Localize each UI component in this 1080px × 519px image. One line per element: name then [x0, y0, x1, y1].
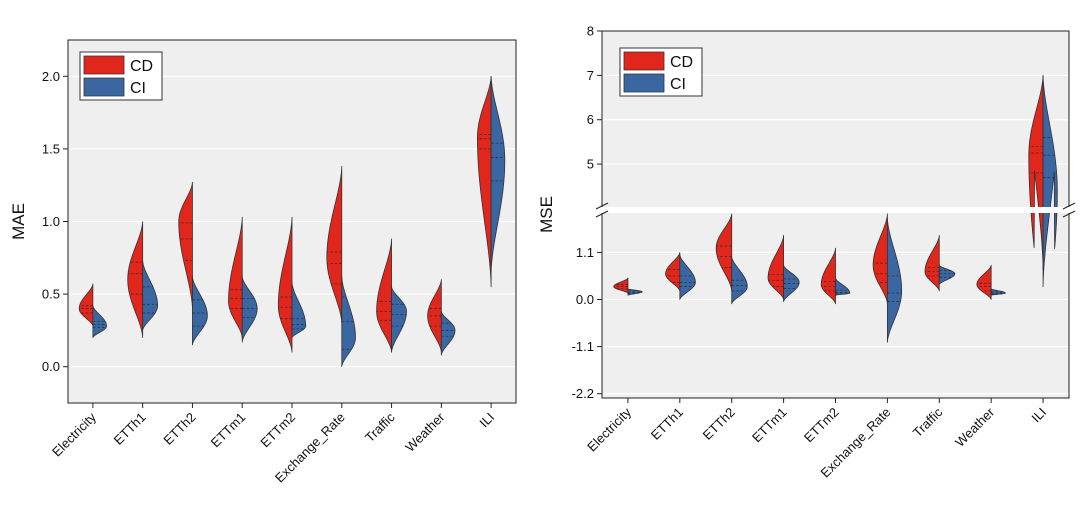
y-axis-title: MAE	[9, 203, 28, 240]
y-tick-label: 0.5	[42, 287, 60, 302]
violin-ci-ettm1	[783, 264, 800, 303]
y-tick-label: 8	[587, 24, 594, 39]
violin-cd-traffic	[924, 234, 940, 292]
legend-label-cd: CD	[130, 58, 153, 75]
mse-violin-chart: -2.2 -1.1 0.0 1.1 5 6 7 8 Electricity ETTh1 ETTh2 E…	[537, 24, 1077, 481]
axis-break-mark	[595, 202, 609, 210]
y-tick-label: 6	[587, 112, 594, 127]
violin-ci-etth2	[731, 256, 748, 305]
violin-cd-etth2	[715, 213, 733, 292]
violin-cd-ettm1	[228, 216, 243, 339]
violin-cd-electricity	[613, 277, 629, 294]
legend-swatch-ci	[623, 73, 665, 93]
legend-swatch-cd	[83, 55, 125, 75]
y-tick-label: 2.0	[42, 69, 60, 84]
violin-ci-electricity	[627, 288, 643, 296]
x-tick-label-ettm2: ETTm2	[801, 405, 842, 446]
mae-violin-chart: 0.0 0.5 1.0 1.5 2.0 Electricity ETTh1 ETTh2 ETTm…	[9, 39, 517, 486]
violin-cd-ili	[477, 75, 492, 288]
x-tick-label-weather: Weather	[402, 409, 448, 455]
x-tick-label-ettm2: ETTm2	[257, 410, 298, 451]
violin-cd-ettm1	[767, 234, 785, 300]
violin-cd-ettm2	[277, 216, 293, 353]
x-tick-label-weather: Weather	[952, 404, 998, 450]
legend-label-cd: CD	[670, 54, 693, 71]
x-tick-label-etth1: ETTh1	[111, 410, 149, 448]
y-tick-label: 1.0	[42, 214, 60, 229]
y-tick-label: -1.1	[572, 339, 594, 354]
x-tick-label-ettm1: ETTm1	[208, 410, 249, 451]
x-tick-label-electricity: Electricity	[584, 404, 634, 454]
violin-cd-etth1	[665, 252, 681, 292]
x-tick-label-electricity: Electricity	[49, 409, 99, 459]
violin-ci-exchange-rate	[886, 217, 903, 343]
violin-cd-traffic	[376, 238, 392, 353]
legend-label-ci: CI	[130, 80, 146, 97]
x-tick-label-ettm1: ETTm1	[749, 405, 790, 446]
legend-label-ci: CI	[670, 76, 686, 93]
y-tick-label: 1.5	[42, 141, 60, 156]
x-tick-label-ili: ILI	[476, 410, 497, 431]
y-tick-label: 0.0	[576, 292, 594, 307]
x-tick-label-ili: ILI	[1028, 405, 1049, 426]
violin-cd-ettm2	[820, 247, 836, 305]
violin-ci-etth2	[192, 276, 208, 346]
x-tick-label-traffic: Traffic	[910, 404, 946, 440]
violin-cd-electricity	[78, 283, 94, 327]
axis-break-mark	[1062, 210, 1076, 218]
violin-ci-weather	[440, 311, 456, 356]
violin-cd-exchange-rate	[326, 165, 343, 324]
violin-ci-traffic	[938, 264, 956, 285]
y-tick-label: 5	[587, 157, 594, 172]
violin-cd-etth2	[178, 181, 193, 310]
violin-ci-traffic	[391, 286, 407, 353]
legend-swatch-cd	[623, 51, 665, 71]
axis-break-mark	[595, 210, 609, 218]
y-axis-title: MSE	[537, 196, 556, 233]
violin-ci-ili	[1042, 74, 1058, 288]
y-tick-label: 7	[587, 68, 594, 83]
violin-cd-weather	[976, 264, 992, 300]
violin-cd-etth1	[127, 221, 144, 339]
violin-cd-exchange-rate	[872, 213, 888, 305]
x-tick-label-etth2: ETTh2	[700, 405, 738, 443]
y-tick-label: 0.0	[42, 359, 60, 374]
violin-ci-ili	[490, 75, 506, 273]
x-tick-label-etth1: ETTh1	[648, 405, 686, 443]
y-tick-label: -2.2	[572, 386, 594, 401]
violin-ci-weather	[990, 288, 1006, 296]
x-tick-label-etth2: ETTh2	[160, 410, 198, 448]
violin-ci-etth1	[679, 254, 696, 300]
violin-ci-ettm2	[291, 282, 307, 339]
y-tick-label: 1.1	[576, 245, 594, 260]
legend-swatch-ci	[83, 77, 125, 97]
x-tick-label-traffic: Traffic	[362, 409, 398, 445]
axis-break-gap	[594, 207, 1077, 213]
axis-break-mark	[1062, 202, 1076, 210]
